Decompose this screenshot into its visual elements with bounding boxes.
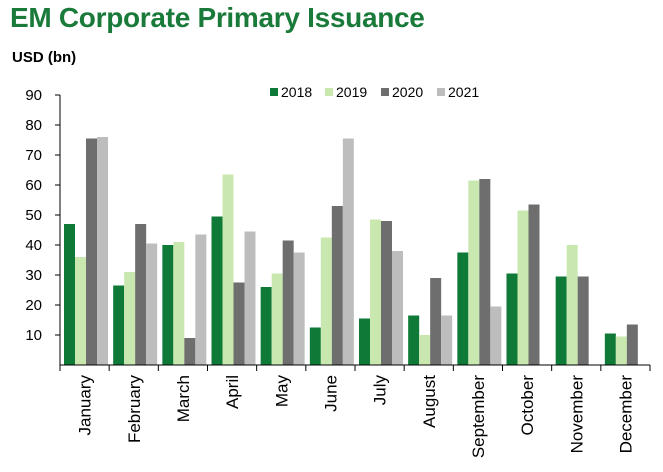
bar-2021-june bbox=[342, 138, 354, 365]
y-tick-label: 60 bbox=[25, 177, 42, 194]
y-tick-label: 90 bbox=[25, 87, 42, 104]
x-category-label: February bbox=[125, 375, 144, 444]
bar-2018-july bbox=[359, 318, 370, 365]
bar-2021-august bbox=[441, 315, 453, 365]
legend-label-2021: 2021 bbox=[448, 84, 479, 100]
bar-2019-january bbox=[75, 257, 86, 365]
bar-2021-april bbox=[244, 231, 256, 365]
y-tick-label: 20 bbox=[25, 297, 42, 314]
bar-2019-october bbox=[517, 210, 529, 365]
bar-2020-march bbox=[184, 338, 196, 365]
bar-2020-february bbox=[135, 224, 147, 365]
bar-2019-march bbox=[173, 242, 185, 365]
legend-label-2018: 2018 bbox=[281, 84, 312, 100]
bar-2018-april bbox=[211, 216, 223, 365]
bar-2018-february bbox=[113, 285, 125, 365]
x-category-label: October bbox=[518, 375, 537, 436]
y-tick-label: 10 bbox=[25, 327, 42, 344]
bar-2019-september bbox=[468, 180, 480, 365]
x-axis: January February March April May June July Augu… bbox=[59, 364, 651, 458]
bar-2019-november bbox=[566, 245, 578, 365]
bar-2018-august bbox=[408, 315, 420, 365]
bar-2021-march bbox=[195, 234, 207, 365]
bar-2020-october bbox=[528, 204, 540, 365]
bar-2020-september bbox=[479, 179, 491, 365]
bar-2021-january bbox=[97, 137, 108, 365]
bar-2018-march bbox=[162, 245, 174, 365]
bar-2018-december bbox=[604, 333, 616, 365]
bar-2021-may bbox=[293, 252, 305, 365]
legend-swatch-2020 bbox=[381, 88, 389, 96]
bar-2018-september bbox=[457, 252, 469, 365]
bar-2020-november bbox=[577, 276, 589, 365]
bar-2018-january bbox=[64, 224, 75, 365]
bar-2021-september bbox=[490, 306, 502, 365]
y-tick-label: 70 bbox=[25, 147, 42, 164]
bar-2018-october bbox=[506, 273, 518, 365]
x-category-label: June bbox=[321, 375, 340, 412]
legend-label-2019: 2019 bbox=[336, 84, 367, 100]
bar-2019-may bbox=[271, 273, 283, 365]
y-axis: 10 20 30 40 50 60 70 80 90 bbox=[25, 87, 61, 365]
chart-title: EM Corporate Primary Issuance bbox=[10, 2, 425, 33]
bar-2019-february bbox=[124, 272, 136, 365]
bar-2019-july bbox=[370, 219, 381, 365]
bar-2021-february bbox=[146, 243, 158, 365]
legend-swatch-2018 bbox=[270, 88, 278, 96]
x-category-label: January bbox=[76, 375, 95, 436]
x-category-label: December bbox=[616, 375, 635, 454]
x-category-label: July bbox=[371, 375, 390, 406]
bar-2019-december bbox=[615, 336, 627, 365]
y-tick-label: 80 bbox=[25, 117, 42, 134]
bar-2020-december bbox=[626, 324, 638, 365]
bar-2020-april bbox=[233, 282, 245, 365]
x-category-label: November bbox=[567, 375, 586, 454]
bar-2020-january bbox=[86, 138, 97, 365]
y-axis-unit-label: USD (bn) bbox=[12, 49, 77, 66]
bar-2021-july bbox=[392, 251, 403, 365]
bar-2019-august bbox=[419, 335, 431, 365]
bar-2020-august bbox=[430, 278, 442, 365]
x-category-label: May bbox=[272, 375, 291, 408]
bar-2019-april bbox=[222, 174, 234, 365]
bar-2019-june bbox=[320, 237, 332, 365]
x-category-label: August bbox=[420, 375, 439, 428]
legend: 2018 2019 2020 2021 bbox=[270, 84, 479, 100]
x-category-label: April bbox=[223, 375, 242, 409]
bars bbox=[64, 137, 638, 365]
legend-swatch-2021 bbox=[437, 88, 445, 96]
y-tick-label: 50 bbox=[25, 207, 42, 224]
x-category-label: March bbox=[174, 375, 193, 422]
bar-2020-june bbox=[331, 206, 343, 365]
bar-2018-november bbox=[555, 276, 567, 365]
y-tick-label: 30 bbox=[25, 267, 42, 284]
bar-2018-june bbox=[309, 327, 321, 365]
legend-swatch-2019 bbox=[325, 88, 333, 96]
y-tick-label: 40 bbox=[25, 237, 42, 254]
x-category-label: September bbox=[469, 375, 488, 458]
bar-2020-may bbox=[282, 240, 294, 365]
bar-2020-july bbox=[381, 221, 392, 365]
bar-2018-may bbox=[260, 287, 272, 365]
legend-label-2020: 2020 bbox=[392, 84, 423, 100]
